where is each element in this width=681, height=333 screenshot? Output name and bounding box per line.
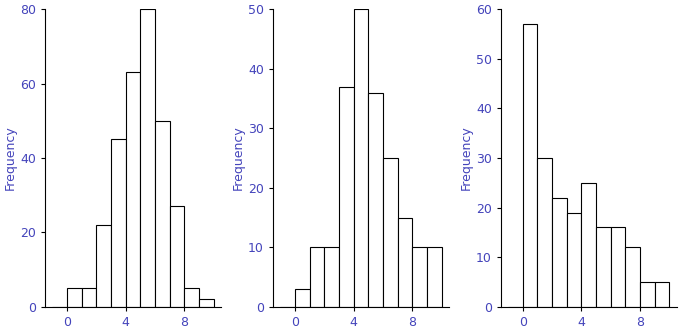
Bar — [339, 87, 353, 307]
Bar — [125, 72, 140, 307]
Bar — [625, 247, 640, 307]
Bar — [155, 121, 170, 307]
Bar — [523, 24, 537, 307]
Bar — [295, 289, 310, 307]
Bar — [552, 198, 567, 307]
Bar — [537, 158, 552, 307]
Bar — [324, 247, 339, 307]
Bar — [398, 217, 412, 307]
Bar — [353, 9, 368, 307]
Bar — [185, 288, 199, 307]
Bar — [383, 158, 398, 307]
Bar — [82, 288, 96, 307]
Bar — [96, 225, 111, 307]
Bar — [582, 183, 596, 307]
Bar — [596, 227, 611, 307]
Bar — [140, 9, 155, 307]
Bar — [111, 140, 125, 307]
Bar — [640, 282, 655, 307]
Bar — [412, 247, 427, 307]
Bar — [199, 299, 214, 307]
Bar — [67, 288, 82, 307]
Bar — [611, 227, 625, 307]
Bar — [427, 247, 441, 307]
Y-axis label: Frequency: Frequency — [460, 126, 473, 190]
Bar — [310, 247, 324, 307]
Bar — [567, 212, 582, 307]
Y-axis label: Frequency: Frequency — [232, 126, 245, 190]
Y-axis label: Frequency: Frequency — [4, 126, 17, 190]
Bar — [170, 206, 185, 307]
Bar — [368, 93, 383, 307]
Bar — [655, 282, 669, 307]
